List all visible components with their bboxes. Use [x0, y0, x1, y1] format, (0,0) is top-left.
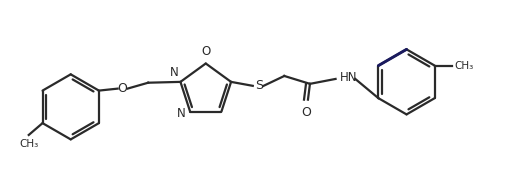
Text: N: N [170, 66, 178, 79]
Text: O: O [201, 45, 210, 58]
Text: O: O [117, 82, 128, 95]
Text: CH₃: CH₃ [454, 61, 474, 71]
Text: N: N [176, 107, 185, 120]
Text: CH₃: CH₃ [19, 139, 38, 149]
Text: S: S [255, 79, 263, 92]
Text: O: O [301, 105, 311, 119]
Text: HN: HN [340, 71, 357, 84]
